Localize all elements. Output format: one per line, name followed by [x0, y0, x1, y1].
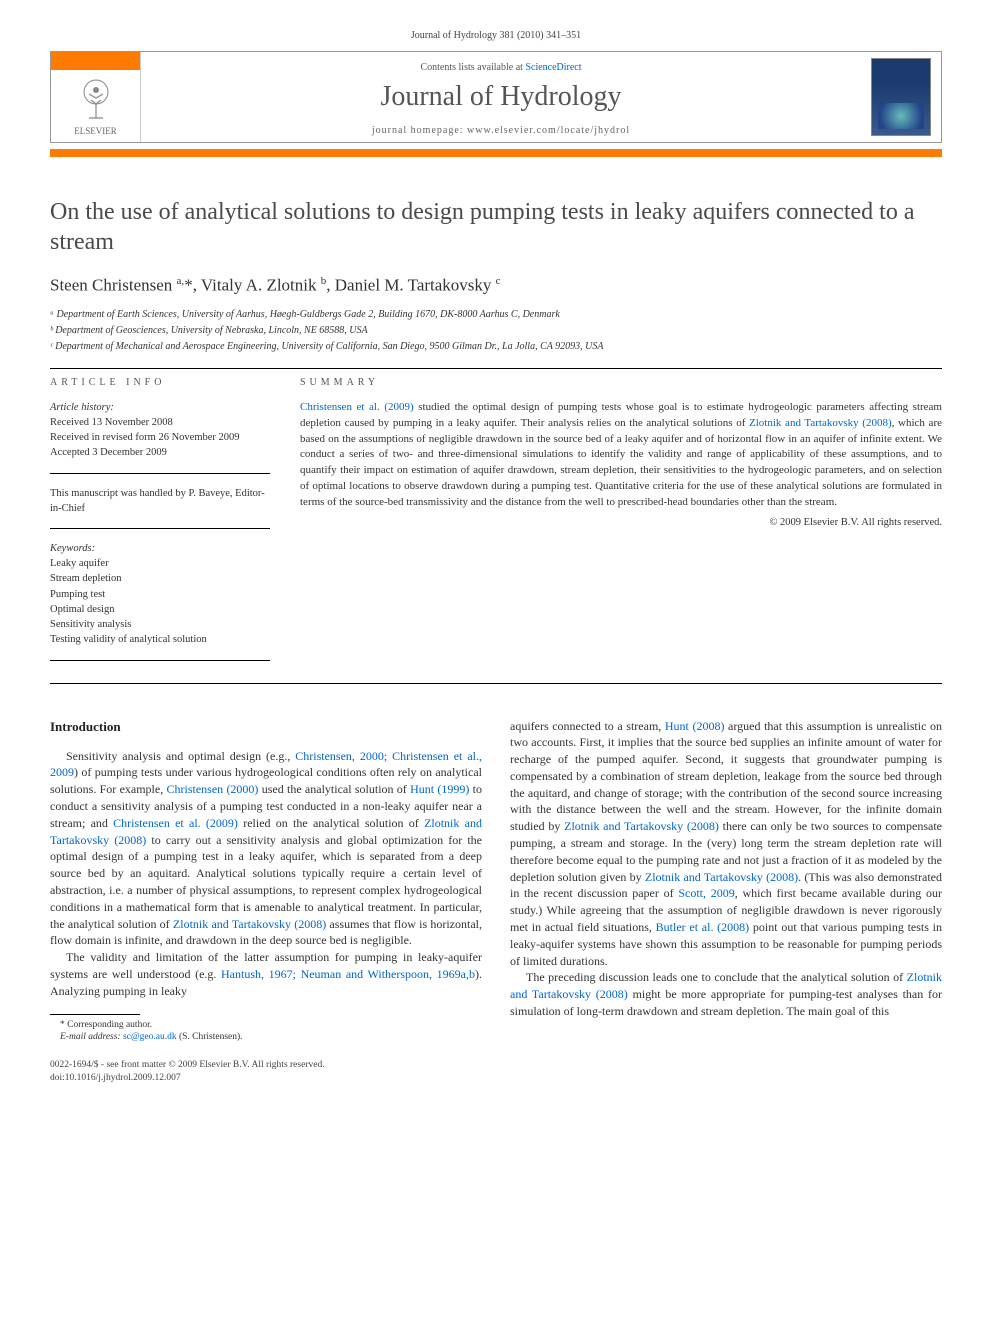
doi-line: doi:10.1016/j.jhydrol.2009.12.007 [50, 1072, 482, 1084]
introduction-heading: Introduction [50, 718, 482, 736]
history-label: Article history: [50, 400, 270, 415]
publisher-name: ELSEVIER [74, 126, 117, 136]
affiliation: ᵇ Department of Geosciences, University … [50, 324, 942, 338]
accent-bar [50, 149, 942, 157]
divider [50, 683, 942, 684]
journal-cover-icon [871, 58, 931, 136]
citation-link[interactable]: Hunt (2008) [665, 719, 725, 733]
summary-label: SUMMARY [300, 377, 942, 388]
text-run: Sensitivity analysis and optimal design … [66, 749, 295, 763]
article-info-label: ARTICLE INFO [50, 377, 270, 388]
citation-link[interactable]: Scott, 2009 [678, 886, 734, 900]
page-footer: 0022-1694/$ - see front matter © 2009 El… [50, 1059, 482, 1084]
homepage-url[interactable]: www.elsevier.com/locate/jhydrol [467, 125, 630, 136]
article-history-block: Article history: Received 13 November 20… [50, 400, 270, 474]
text-run: argued that this assumption is unrealist… [510, 719, 942, 834]
email-suffix: (S. Christensen). [177, 1032, 243, 1042]
history-line: Received in revised form 26 November 200… [50, 430, 270, 445]
publisher-logo-box: ELSEVIER [51, 52, 141, 142]
keywords-label: Keywords: [50, 541, 270, 556]
contents-prefix: Contents lists available at [420, 62, 525, 73]
body-columns: Introduction Sensitivity analysis and op… [50, 718, 942, 1085]
elsevier-tree-icon [71, 74, 121, 124]
citation-link[interactable]: Butler et al. (2008) [656, 920, 750, 934]
citation-link[interactable]: Hantush, 1967; Neuman and Witherspoon, 1… [221, 967, 475, 981]
summary-copyright: © 2009 Elsevier B.V. All rights reserved… [300, 517, 942, 528]
cover-thumbnail-box [861, 52, 941, 142]
text-run: aquifers connected to a stream, [510, 719, 665, 733]
keyword: Sensitivity analysis [50, 617, 270, 632]
history-line: Received 13 November 2008 [50, 415, 270, 430]
text-run: used the analytical solution of [258, 782, 410, 796]
issn-line: 0022-1694/$ - see front matter © 2009 El… [50, 1059, 482, 1071]
citation-link[interactable]: Christensen (2000) [167, 782, 259, 796]
keyword: Testing validity of analytical solution [50, 632, 270, 647]
journal-banner: ELSEVIER Contents lists available at Sci… [50, 51, 942, 143]
body-paragraph: The validity and limitation of the latte… [50, 949, 482, 999]
affiliation: ᶜ Department of Mechanical and Aerospace… [50, 340, 942, 354]
citation-link[interactable]: Christensen et al. (2009) [113, 816, 238, 830]
text-run: , which are based on the assumptions of … [300, 417, 942, 509]
keywords-block: Keywords: Leaky aquiferStream depletionP… [50, 541, 270, 661]
article-info-column: ARTICLE INFO Article history: Received 1… [50, 377, 270, 673]
summary-column: SUMMARY Christensen et al. (2009) studie… [300, 377, 942, 673]
affiliation: ᵃ Department of Earth Sciences, Universi… [50, 308, 942, 322]
affiliation-list: ᵃ Department of Earth Sciences, Universi… [50, 308, 942, 354]
citation-link[interactable]: Christensen et al. (2009) [300, 401, 414, 413]
sciencedirect-link[interactable]: ScienceDirect [525, 62, 581, 73]
journal-name: Journal of Hydrology [151, 81, 851, 113]
journal-homepage-line: journal homepage: www.elsevier.com/locat… [151, 125, 851, 136]
divider [50, 368, 942, 369]
keyword: Leaky aquifer [50, 556, 270, 571]
homepage-prefix: journal homepage: [372, 125, 467, 136]
citation-link[interactable]: Zlotnik and Tartakovsky (2008) [645, 870, 798, 884]
author-list: Steen Christensen a,*, Vitaly A. Zlotnik… [50, 275, 942, 296]
text-run: relied on the analytical solution of [238, 816, 424, 830]
text-run: The preceding discussion leads one to co… [526, 970, 907, 984]
history-line: Accepted 3 December 2009 [50, 445, 270, 460]
citation-link[interactable]: Zlotnik and Tartakovsky (2008) [749, 417, 892, 429]
citation-link[interactable]: Zlotnik and Tartakovsky (2008) [564, 819, 719, 833]
article-title: On the use of analytical solutions to de… [50, 197, 942, 257]
footnote-separator [50, 1014, 140, 1015]
author-email-link[interactable]: sc@geo.au.dk [123, 1032, 177, 1042]
banner-center: Contents lists available at ScienceDirec… [141, 52, 861, 142]
body-paragraph: aquifers connected to a stream, Hunt (20… [510, 718, 942, 970]
handled-by-block: This manuscript was handled by P. Baveye… [50, 486, 270, 529]
body-paragraph: Sensitivity analysis and optimal design … [50, 748, 482, 950]
body-paragraph: The preceding discussion leads one to co… [510, 969, 942, 1019]
email-label: E-mail address: [60, 1032, 123, 1042]
corresponding-author-note: * Corresponding author. [50, 1019, 482, 1031]
email-footnote: E-mail address: sc@geo.au.dk (S. Christe… [50, 1031, 482, 1043]
contents-available-line: Contents lists available at ScienceDirec… [151, 62, 851, 73]
citation-link[interactable]: Hunt (1999) [410, 782, 469, 796]
keyword: Optimal design [50, 602, 270, 617]
citation-link[interactable]: Zlotnik and Tartakovsky (2008) [173, 917, 326, 931]
keyword: Pumping test [50, 587, 270, 602]
keyword: Stream depletion [50, 571, 270, 586]
journal-citation: Journal of Hydrology 381 (2010) 341–351 [50, 30, 942, 41]
summary-text: Christensen et al. (2009) studied the op… [300, 400, 942, 512]
